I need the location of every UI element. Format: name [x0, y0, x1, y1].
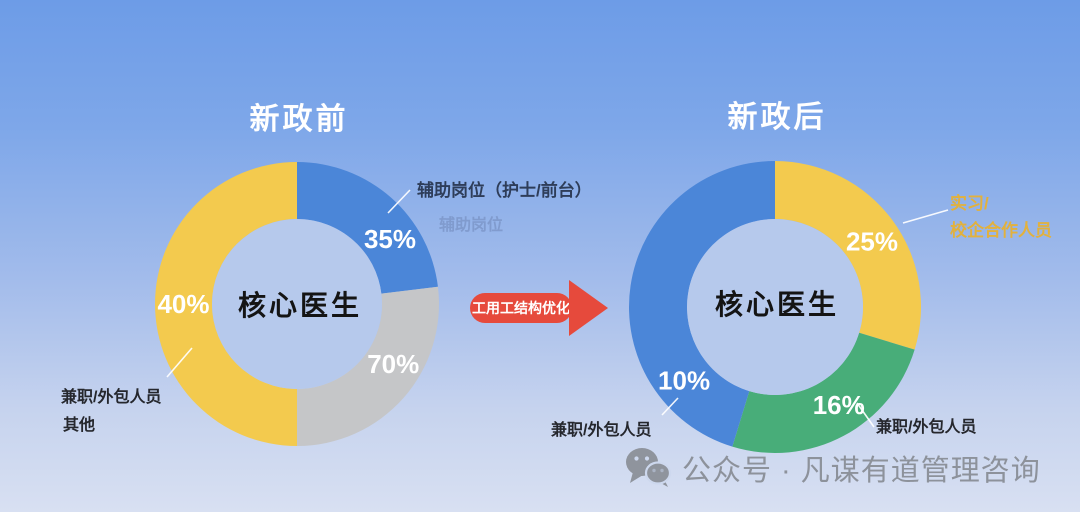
segment-value-label: 35% [364, 224, 416, 254]
leader-lines [166, 189, 949, 428]
transition-arrow: 工用工结构优化 [470, 293, 572, 323]
leader-line-outsource-right-chart-left [661, 397, 679, 416]
transition-arrow-tip-icon [569, 280, 608, 336]
segment-value-label: 16% [813, 390, 865, 420]
segment-value-label: 25% [846, 227, 898, 257]
transition-arrow-label: 工用工结构优化 [472, 300, 570, 316]
segment-value-label: 10% [658, 366, 710, 396]
donut-segment [155, 162, 297, 446]
chart-title-after: 新政后 [727, 101, 827, 134]
callout-other: 其他 [63, 417, 96, 434]
donut-center-label-after: 核心医生 [714, 289, 840, 320]
donut-segment [297, 162, 438, 294]
donut-segment [629, 161, 775, 447]
callout-intern: 实习/ 校企合作人员 [950, 190, 1052, 244]
leader-line-outsource-left-chart [166, 347, 193, 378]
donut-center-label-before: 核心医生 [237, 290, 363, 321]
callout-intern-line1: 实习/ [950, 194, 989, 213]
chart-title-before: 新政前 [249, 103, 349, 136]
callout-intern-line2: 校企合作人员 [950, 221, 1052, 240]
donut-hole [687, 219, 863, 395]
callout-outsource-left-chart: 兼职/外包人员 [61, 389, 162, 406]
callout-outsource-right-chart-right: 兼职/外包人员 [876, 419, 977, 436]
donut-segment [775, 161, 921, 350]
callout-aux-position: 辅助岗位（护士/前台） [417, 181, 592, 200]
donut-hole [212, 219, 382, 389]
watermark-text: 公众号 · 凡谋有道管理咨询 [682, 455, 1041, 487]
watermark: 公众号 · 凡谋有道管理咨询 [624, 446, 1041, 490]
segment-value-label: 70% [367, 349, 419, 379]
leader-line-outsource-right-chart-right [856, 402, 875, 428]
donut-segment [732, 332, 915, 454]
callout-outsource-right-chart-left: 兼职/外包人员 [551, 422, 652, 439]
callout-aux-ghost: 辅助岗位 [439, 217, 504, 234]
donut-segment [297, 286, 439, 446]
leader-line-intern [902, 209, 949, 224]
segment-value-label: 40% [157, 289, 209, 319]
leader-line-aux [387, 189, 411, 214]
wechat-icon [626, 448, 672, 487]
